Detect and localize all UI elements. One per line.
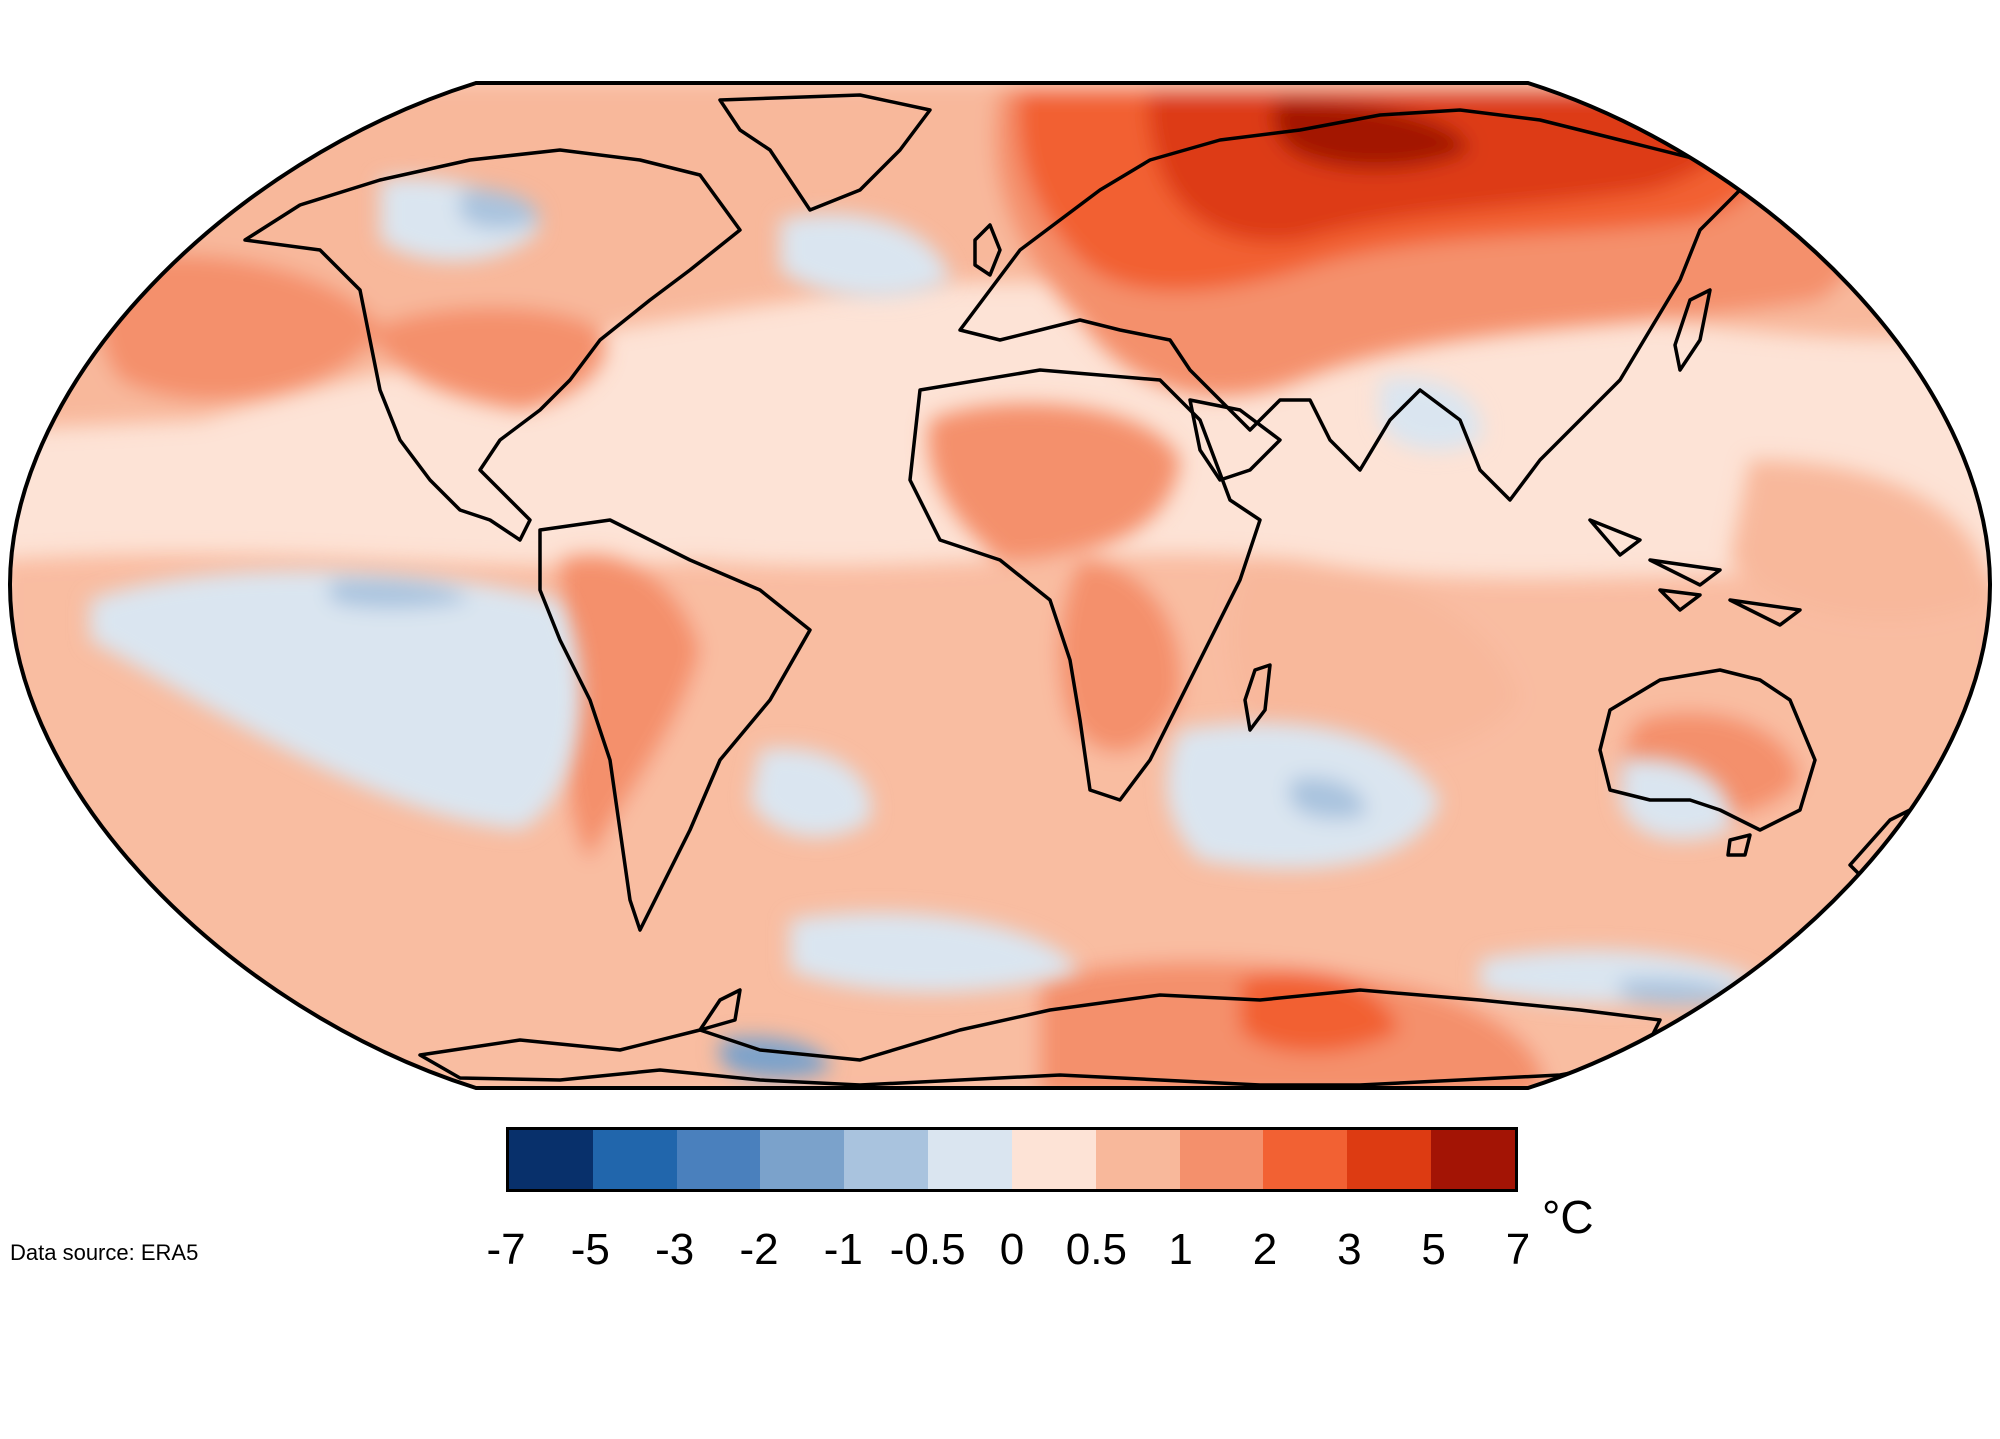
colorbar-swatch-6 (1011, 1130, 1096, 1189)
colorbar-tick-label: -7 (486, 1225, 526, 1274)
colorbar (506, 1127, 1518, 1192)
colorbar-tick-label: 3 (1337, 1225, 1362, 1274)
colorbar-tick-label: -2 (739, 1225, 779, 1274)
colorbar-tick-label: 0.5 (1065, 1225, 1127, 1274)
colorbar-swatch-0 (509, 1130, 593, 1189)
colorbar-tick-label: -0.5 (889, 1225, 966, 1274)
colorbar-swatch-9 (1263, 1130, 1348, 1189)
colorbar-swatch-1 (592, 1130, 677, 1189)
colorbar-swatch-2 (676, 1130, 761, 1189)
colorbar-tick-label: -1 (823, 1225, 863, 1274)
map-frame (7, 81, 1993, 1090)
warm-anomaly-areas (10, 83, 1990, 1088)
colorbar-tick-label: -5 (570, 1225, 610, 1274)
colorbar-tick-label: -3 (655, 1225, 695, 1274)
colorbar-swatch-7 (1095, 1130, 1180, 1189)
colorbar-tick-label: 2 (1252, 1225, 1278, 1274)
colorbar-swatch-10 (1347, 1130, 1432, 1189)
colorbar-tick-label: 0 (999, 1225, 1025, 1274)
colorbar-swatch-4 (844, 1130, 929, 1189)
anomaly-field (10, 83, 1990, 1088)
colorbar-swatch-5 (928, 1130, 1012, 1189)
world-anomaly-map (7, 81, 1993, 1090)
colorbar-swatch-11 (1431, 1130, 1515, 1189)
colorbar-swatch-8 (1179, 1130, 1264, 1189)
colorbar-unit-label: °C (1542, 1191, 1594, 1243)
colorbar-tick-labels: -7 -5 -3 -2 -1 -0.5 0 0.5 1 2 3 5 7 (0, 1225, 2000, 1285)
colorbar-tick-label: 1 (1168, 1225, 1193, 1274)
colorbar-swatch-3 (760, 1130, 845, 1189)
cool-anomaly-areas (90, 177, 1760, 1079)
colorbar-tick-label: 5 (1421, 1225, 1446, 1274)
data-source-note: Data source: ERA5 (10, 1240, 199, 1265)
colorbar-tick-label: 7 (1505, 1225, 1531, 1274)
